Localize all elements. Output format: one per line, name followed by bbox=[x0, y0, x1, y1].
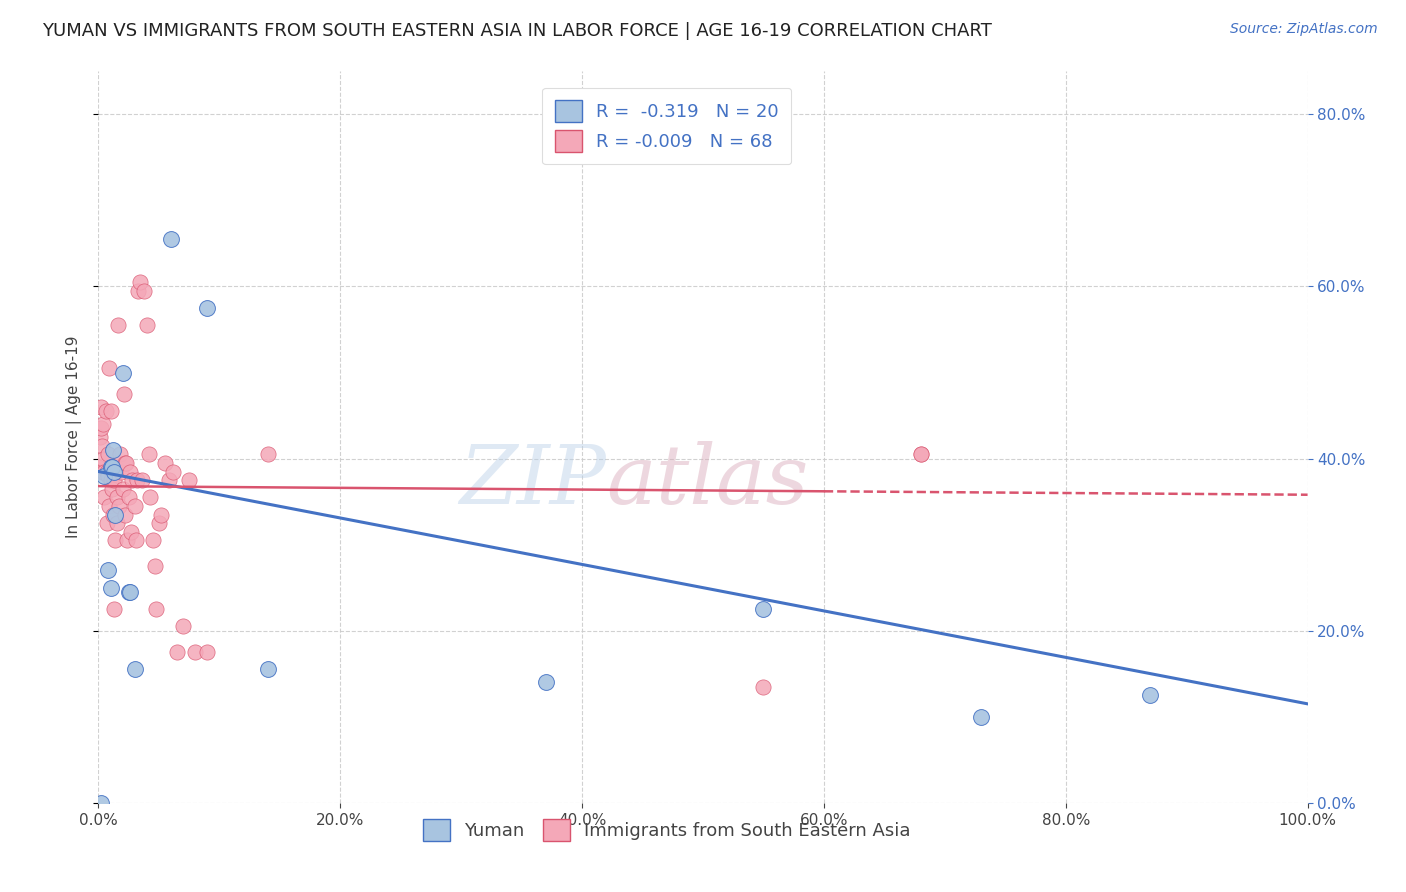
Point bbox=[195, 645, 218, 659]
Point bbox=[145, 602, 167, 616]
Point bbox=[160, 232, 183, 246]
Point bbox=[104, 533, 127, 548]
Point bbox=[142, 533, 165, 548]
Point bbox=[105, 491, 128, 505]
Point bbox=[195, 301, 218, 315]
Point bbox=[138, 447, 160, 461]
Point bbox=[100, 404, 122, 418]
Point bbox=[94, 404, 117, 418]
Point bbox=[97, 447, 120, 461]
Point bbox=[124, 499, 146, 513]
Point bbox=[125, 533, 148, 548]
Point bbox=[157, 473, 180, 487]
Point bbox=[101, 508, 124, 522]
Point bbox=[162, 465, 184, 479]
Point bbox=[124, 662, 146, 676]
Point bbox=[98, 499, 121, 513]
Point bbox=[752, 680, 775, 694]
Point bbox=[93, 468, 115, 483]
Point bbox=[118, 585, 141, 599]
Point bbox=[103, 602, 125, 616]
Point bbox=[910, 447, 932, 461]
Point bbox=[101, 442, 124, 457]
Point bbox=[120, 524, 142, 539]
Point bbox=[148, 516, 170, 530]
Point bbox=[153, 456, 176, 470]
Text: atlas: atlas bbox=[606, 441, 808, 521]
Point bbox=[115, 456, 138, 470]
Point bbox=[910, 447, 932, 461]
Point bbox=[970, 710, 993, 724]
Point bbox=[87, 460, 110, 475]
Point bbox=[100, 473, 122, 487]
Point bbox=[97, 564, 120, 578]
Point bbox=[118, 491, 141, 505]
Point bbox=[534, 675, 557, 690]
Point bbox=[143, 559, 166, 574]
Point bbox=[91, 439, 114, 453]
Point bbox=[118, 585, 141, 599]
Point bbox=[100, 460, 122, 475]
Point bbox=[117, 533, 139, 548]
Point bbox=[256, 662, 278, 676]
Point bbox=[96, 516, 118, 530]
Point bbox=[100, 460, 122, 475]
Legend: Yuman, Immigrants from South Eastern Asia: Yuman, Immigrants from South Eastern Asi… bbox=[416, 812, 918, 848]
Point bbox=[96, 465, 118, 479]
Point bbox=[90, 796, 112, 810]
Point bbox=[91, 451, 114, 466]
Point bbox=[139, 491, 162, 505]
Text: YUMAN VS IMMIGRANTS FROM SOUTH EASTERN ASIA IN LABOR FORCE | AGE 16-19 CORRELATI: YUMAN VS IMMIGRANTS FROM SOUTH EASTERN A… bbox=[42, 22, 993, 40]
Point bbox=[111, 482, 134, 496]
Point bbox=[114, 456, 136, 470]
Text: ZIP: ZIP bbox=[460, 441, 606, 521]
Point bbox=[256, 447, 278, 461]
Point bbox=[111, 366, 134, 380]
Point bbox=[100, 581, 122, 595]
Point bbox=[110, 465, 132, 479]
Point bbox=[127, 473, 149, 487]
Point bbox=[103, 473, 125, 487]
Point bbox=[752, 602, 775, 616]
Point bbox=[91, 417, 114, 432]
Point bbox=[103, 465, 125, 479]
Point bbox=[166, 645, 188, 659]
Point bbox=[90, 400, 112, 414]
Point bbox=[128, 275, 150, 289]
Point bbox=[112, 387, 135, 401]
Point bbox=[172, 619, 194, 633]
Point bbox=[91, 465, 114, 479]
Point bbox=[93, 465, 115, 479]
Point bbox=[101, 465, 124, 479]
Point bbox=[135, 318, 157, 333]
Point bbox=[108, 499, 131, 513]
Point bbox=[89, 430, 111, 444]
Point bbox=[127, 284, 149, 298]
Point bbox=[184, 645, 207, 659]
Point bbox=[134, 284, 156, 298]
Point bbox=[100, 482, 122, 496]
Point bbox=[98, 361, 121, 376]
Point bbox=[108, 447, 131, 461]
Point bbox=[1139, 688, 1161, 702]
Point bbox=[150, 508, 173, 522]
Point bbox=[179, 473, 201, 487]
Text: Source: ZipAtlas.com: Source: ZipAtlas.com bbox=[1230, 22, 1378, 37]
Point bbox=[131, 473, 153, 487]
Point bbox=[121, 473, 143, 487]
Point bbox=[93, 491, 115, 505]
Point bbox=[118, 465, 141, 479]
Y-axis label: In Labor Force | Age 16-19: In Labor Force | Age 16-19 bbox=[66, 335, 83, 539]
Point bbox=[114, 508, 136, 522]
Point bbox=[97, 468, 120, 483]
Point bbox=[107, 318, 129, 333]
Point bbox=[105, 516, 128, 530]
Point bbox=[90, 421, 112, 435]
Point bbox=[104, 508, 127, 522]
